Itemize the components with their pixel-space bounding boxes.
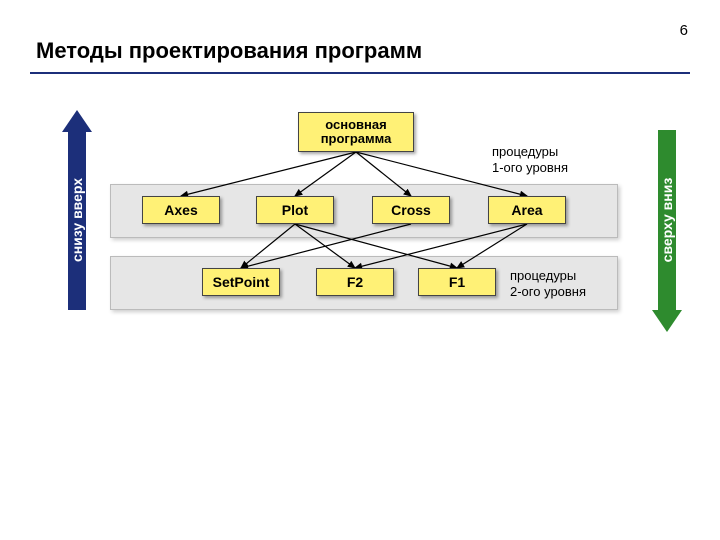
arrow-head-icon bbox=[62, 110, 92, 132]
level2-node: SetPoint bbox=[202, 268, 280, 296]
level2-label: F1 bbox=[449, 274, 465, 290]
level1-node: Axes bbox=[142, 196, 220, 224]
top-down-label: сверху вниз bbox=[659, 178, 675, 263]
level1-label: Axes bbox=[164, 202, 197, 218]
level1-label: Plot bbox=[282, 202, 308, 218]
diagram: снизу вверх сверху вниз основнаяпрограмм… bbox=[0, 110, 720, 370]
level2-node: F1 bbox=[418, 268, 496, 296]
level1-caption: процедуры1-ого уровня bbox=[492, 144, 568, 175]
root-node: основнаяпрограмма bbox=[298, 112, 414, 152]
root-label: основнаяпрограмма bbox=[321, 118, 392, 147]
bottom-up-arrow: снизу вверх bbox=[62, 110, 92, 330]
arrow-head-icon bbox=[652, 310, 682, 332]
page-title: Методы проектирования программ bbox=[36, 38, 422, 64]
top-down-arrow: сверху вниз bbox=[652, 110, 682, 330]
level1-node: Cross bbox=[372, 196, 450, 224]
level2-node: F2 bbox=[316, 268, 394, 296]
title-underline bbox=[30, 72, 690, 74]
level2-label: SetPoint bbox=[213, 274, 270, 290]
bottom-up-label: снизу вверх bbox=[69, 178, 85, 262]
page-number: 6 bbox=[680, 22, 688, 39]
level1-node: Area bbox=[488, 196, 566, 224]
level1-label: Cross bbox=[391, 202, 431, 218]
level1-node: Plot bbox=[256, 196, 334, 224]
level1-label: Area bbox=[511, 202, 542, 218]
level2-caption: процедуры2-ого уровня bbox=[510, 268, 586, 299]
level2-label: F2 bbox=[347, 274, 363, 290]
